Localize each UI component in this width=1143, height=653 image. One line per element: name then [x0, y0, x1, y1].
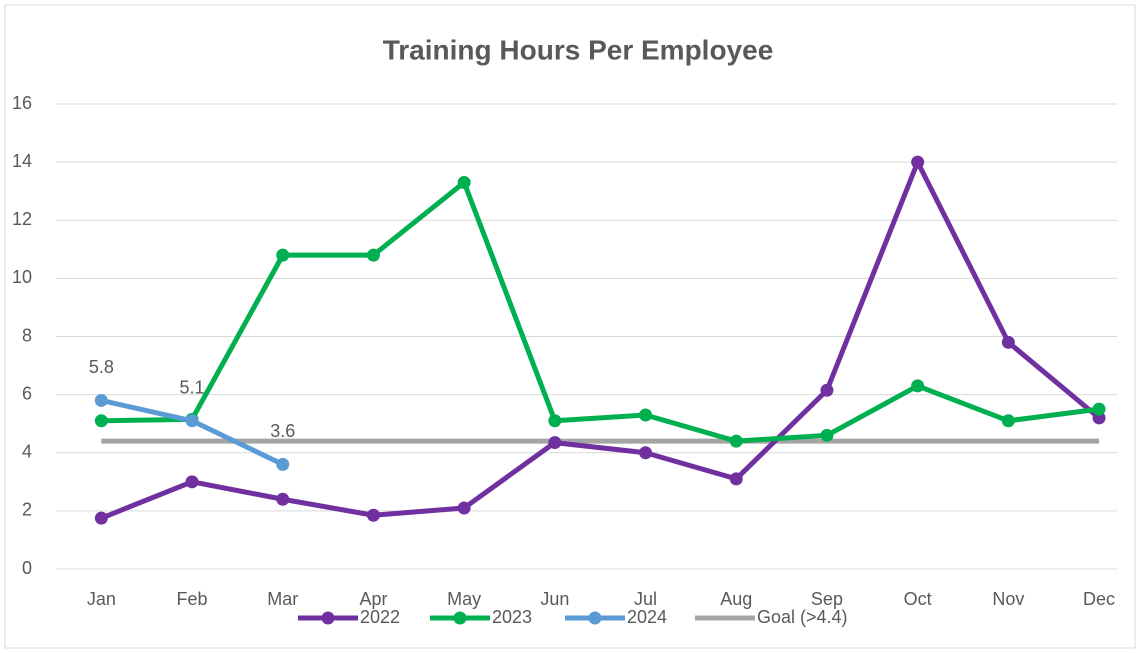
y-tick-label: 4	[22, 442, 32, 462]
legend-marker	[453, 611, 467, 625]
marker	[729, 434, 743, 448]
y-tick-label: 14	[12, 151, 32, 171]
marker	[729, 472, 743, 486]
marker	[185, 475, 199, 489]
x-tick-label: Aug	[720, 589, 752, 609]
marker	[911, 379, 925, 393]
data-label: 5.1	[180, 378, 205, 398]
marker	[366, 248, 380, 262]
marker	[94, 511, 108, 525]
marker	[185, 414, 199, 428]
y-tick-label: 6	[22, 383, 32, 403]
x-tick-label: Nov	[992, 589, 1024, 609]
legend-label: 2023	[492, 607, 532, 627]
x-tick-label: Feb	[177, 589, 208, 609]
marker	[366, 508, 380, 522]
marker	[639, 446, 653, 460]
marker	[276, 492, 290, 506]
legend-label: Goal (>4.4)	[757, 607, 848, 627]
marker	[820, 428, 834, 442]
marker	[911, 155, 925, 169]
data-label: 5.8	[89, 357, 114, 377]
marker	[548, 436, 562, 450]
marker	[276, 457, 290, 471]
y-tick-label: 16	[12, 93, 32, 113]
series-line	[100, 159, 1101, 521]
legend-label: 2024	[627, 607, 667, 627]
x-tick-label: Mar	[267, 589, 298, 609]
x-tick-label: Apr	[359, 589, 387, 609]
marker	[548, 414, 562, 428]
series-line	[101, 179, 1100, 444]
x-tick-label: Oct	[904, 589, 932, 609]
x-tick-label: Jan	[87, 589, 116, 609]
x-tick-label: May	[447, 589, 481, 609]
marker	[639, 408, 653, 422]
marker	[1092, 402, 1106, 416]
marker	[457, 175, 471, 189]
x-tick-label: Jul	[634, 589, 657, 609]
chart-title: Training Hours Per Employee	[383, 34, 774, 65]
x-tick-label: Sep	[811, 589, 843, 609]
x-tick-label: Jun	[540, 589, 569, 609]
y-tick-label: 0	[22, 558, 32, 578]
y-tick-label: 10	[12, 267, 32, 287]
marker	[94, 414, 108, 428]
legend-marker	[588, 611, 602, 625]
y-tick-label: 2	[22, 500, 32, 520]
marker	[457, 501, 471, 515]
legend-marker	[321, 611, 335, 625]
marker	[1001, 414, 1015, 428]
chart-border	[4, 4, 1136, 649]
x-tick-label: Dec	[1083, 589, 1115, 609]
marker	[94, 393, 108, 407]
y-tick-label: 12	[12, 209, 32, 229]
marker	[276, 248, 290, 262]
marker	[1001, 335, 1015, 349]
data-label: 3.6	[270, 421, 295, 441]
marker	[820, 383, 834, 397]
y-tick-label: 8	[22, 325, 32, 345]
legend-label: 2022	[360, 607, 400, 627]
